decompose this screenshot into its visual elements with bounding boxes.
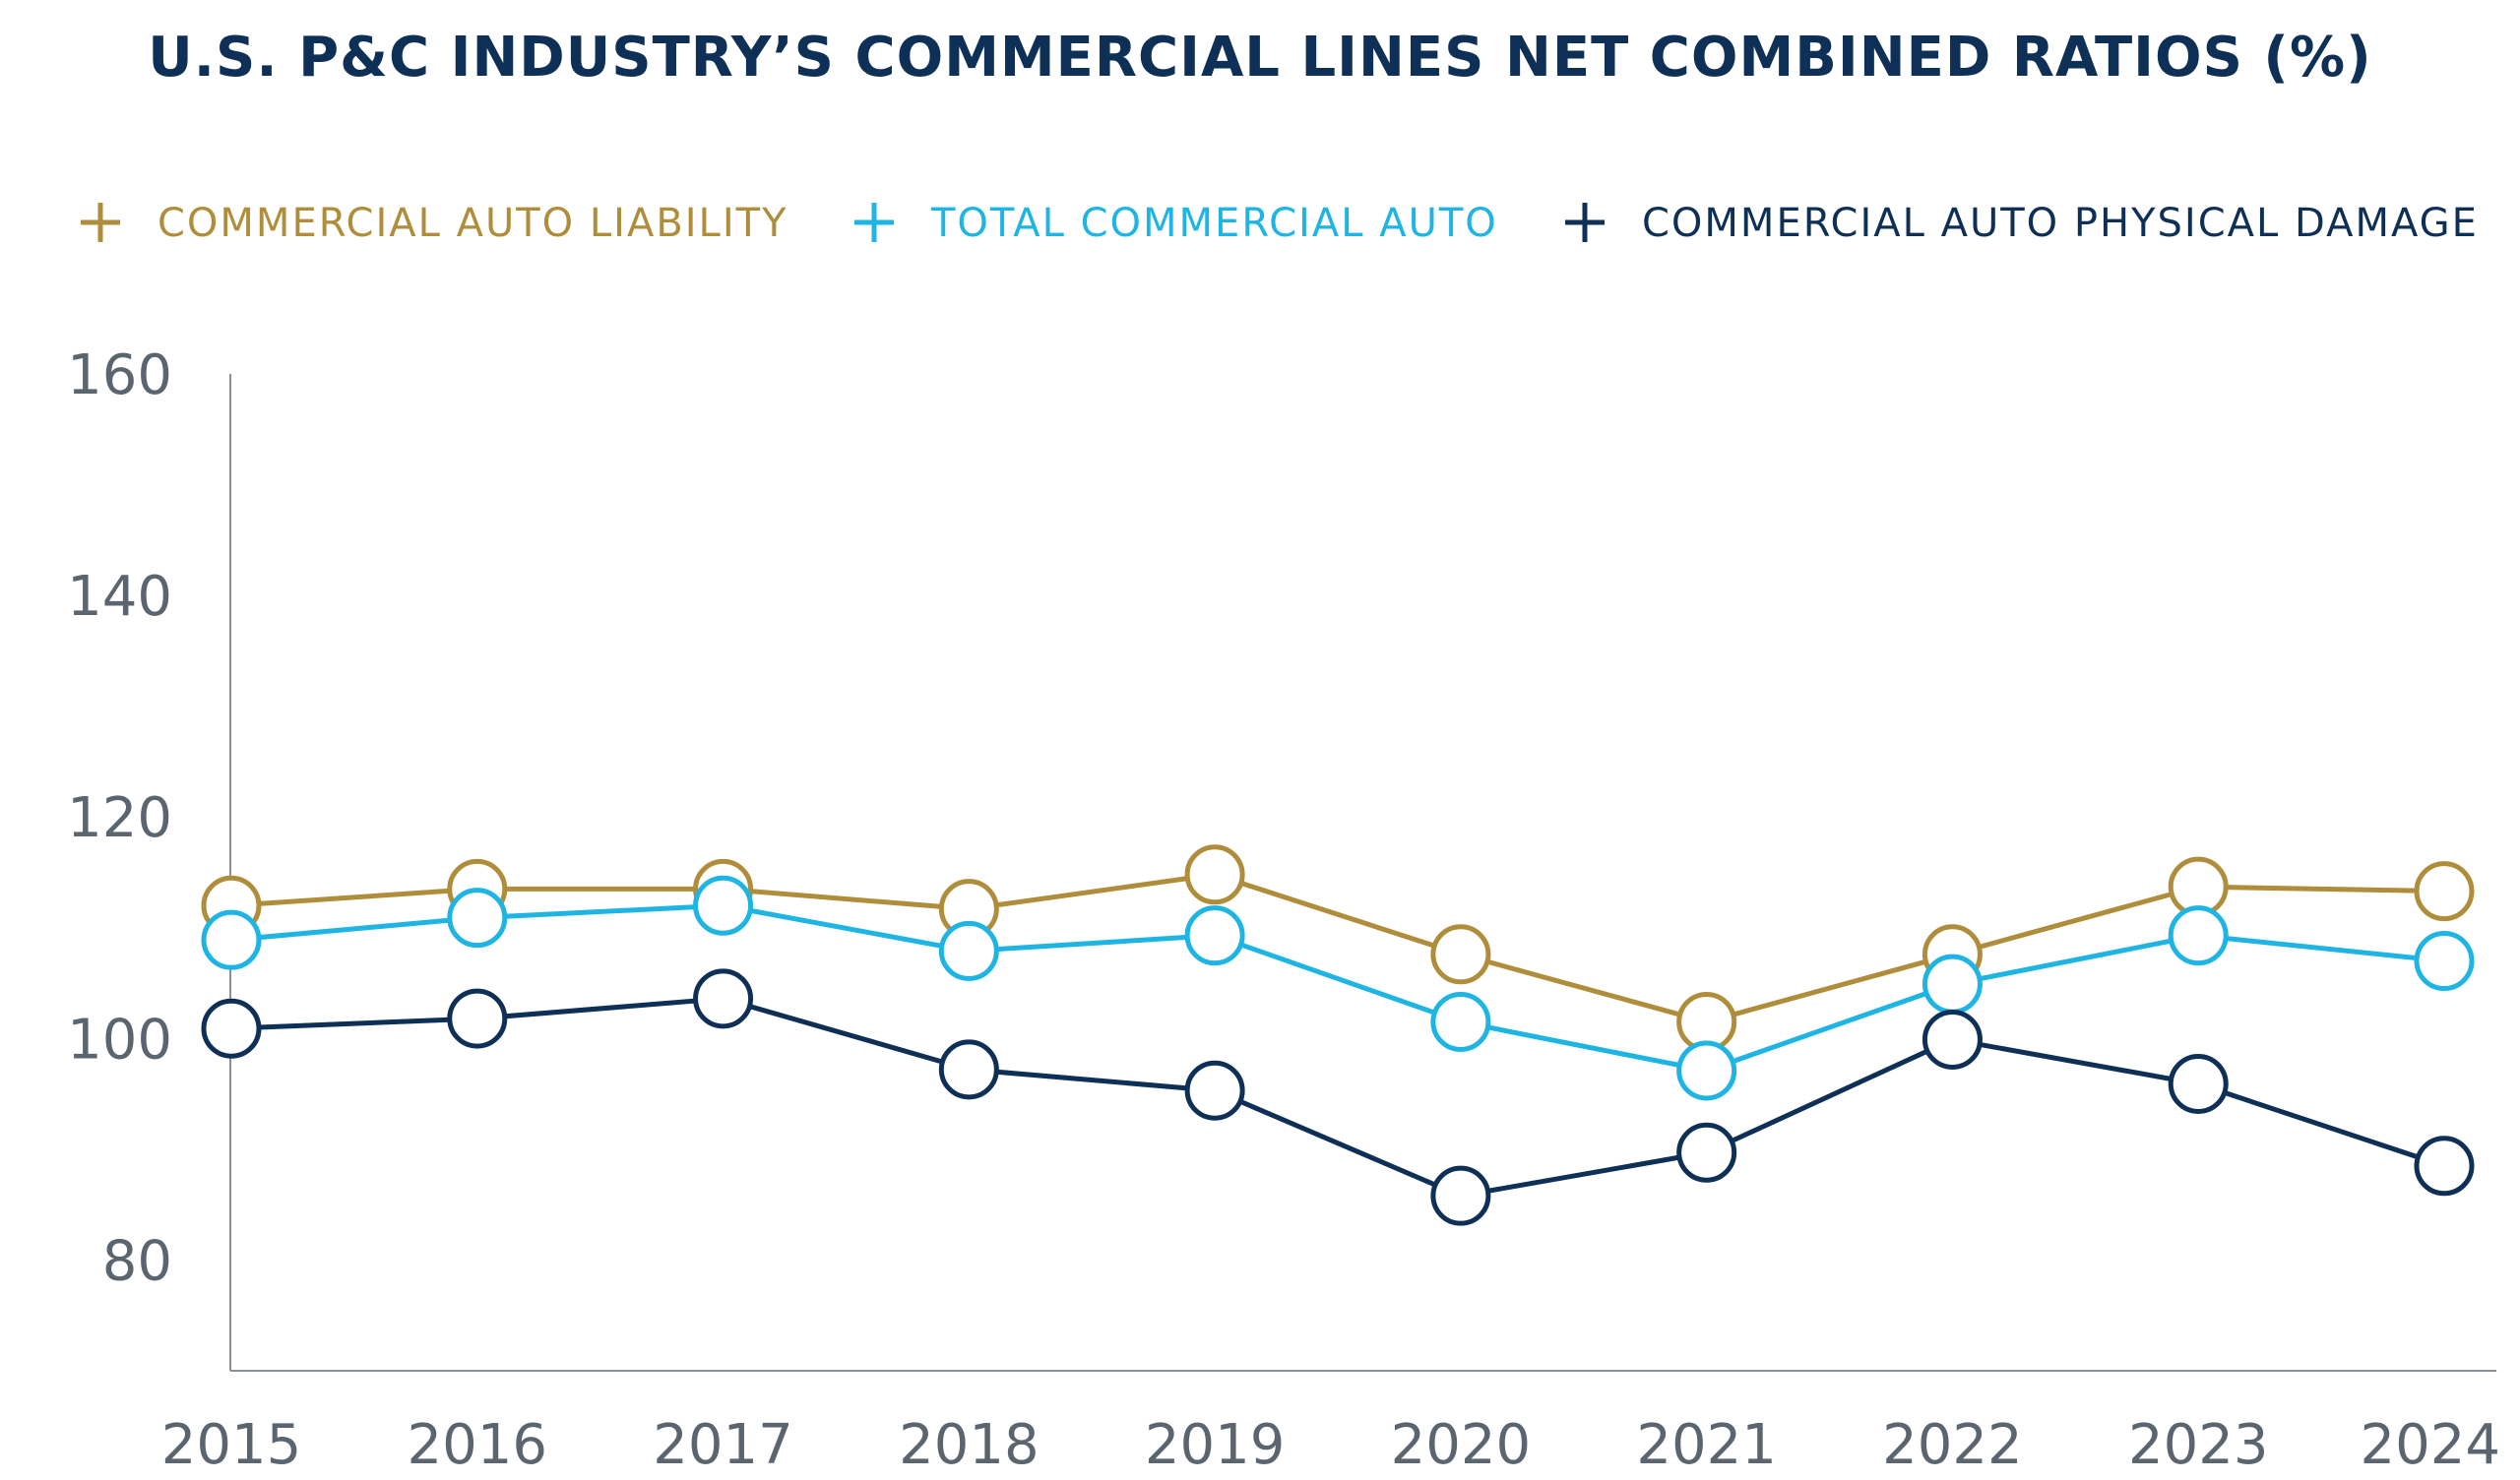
x-tick-labels: 2015 2016 2017 2018 2019 2020 2021 2022 2023 2024: [161, 1413, 2500, 1477]
data-point: [1184, 1060, 1245, 1121]
x-tick-label: 2015: [161, 1413, 302, 1477]
data-point: [2414, 1136, 2475, 1197]
y-tick-labels: 80 100 120 140 160: [67, 343, 172, 1293]
legend: COMMERCIAL AUTO LIABILITY TOTAL COMMERCIA…: [81, 201, 2479, 246]
x-tick-label: 2021: [1636, 1413, 1777, 1477]
legend-item: COMMERCIAL AUTO PHYSICAL DAMAGE: [1565, 201, 2479, 246]
data-point: [201, 909, 262, 970]
x-tick-label: 2016: [408, 1413, 548, 1477]
y-tick-label: 80: [102, 1229, 172, 1293]
data-point: [447, 888, 508, 949]
x-tick-label: 2018: [899, 1413, 1040, 1477]
data-point: [2168, 1053, 2229, 1114]
y-tick-label: 160: [67, 343, 172, 407]
data-point: [2414, 861, 2475, 922]
axes: [229, 374, 2496, 1372]
data-point: [1676, 1122, 1737, 1183]
legend-item: TOTAL COMMERCIAL AUTO: [854, 201, 1498, 246]
series-line: [230, 996, 2445, 1199]
series-group: [201, 844, 2475, 1226]
legend-label: COMMERCIAL AUTO LIABILITY: [158, 201, 788, 246]
legend-item: COMMERCIAL AUTO LIABILITY: [81, 201, 788, 246]
x-tick-label: 2017: [653, 1413, 793, 1477]
plus-icon: [1565, 203, 1605, 242]
x-tick-label: 2020: [1391, 1413, 1532, 1477]
data-point: [201, 998, 262, 1059]
data-point: [1922, 1009, 1983, 1070]
data-point: [2414, 931, 2475, 992]
series-line: [230, 872, 2445, 1024]
data-point: [1922, 954, 1983, 1015]
legend-label: COMMERCIAL AUTO PHYSICAL DAMAGE: [1642, 201, 2479, 246]
x-tick-label: 2022: [1882, 1413, 2023, 1477]
data-point: [1430, 1165, 1491, 1226]
data-point: [1430, 991, 1491, 1052]
data-point: [693, 875, 754, 936]
x-tick-label: 2019: [1145, 1413, 1286, 1477]
data-point: [1430, 924, 1491, 985]
series-line: [230, 902, 2445, 1074]
data-point: [1184, 905, 1245, 966]
series: [201, 875, 2475, 1101]
data-point: [447, 988, 508, 1049]
data-point: [1676, 1040, 1737, 1101]
data-point: [693, 968, 754, 1029]
plus-icon: [81, 203, 120, 242]
x-tick-label: 2024: [2360, 1413, 2500, 1477]
series: [201, 968, 2475, 1226]
y-tick-label: 140: [67, 565, 172, 629]
x-tick-label: 2023: [2128, 1413, 2269, 1477]
chart-title: U.S. P&C INDUSTRY’S COMMERCIAL LINES NET…: [148, 26, 2371, 90]
y-tick-label: 100: [67, 1008, 172, 1072]
data-point: [2168, 905, 2229, 966]
legend-label: TOTAL COMMERCIAL AUTO: [930, 201, 1498, 246]
data-point: [938, 1039, 999, 1100]
plus-icon: [854, 203, 894, 242]
data-point: [1184, 844, 1245, 905]
data-point: [938, 920, 999, 981]
y-tick-label: 120: [67, 786, 172, 850]
